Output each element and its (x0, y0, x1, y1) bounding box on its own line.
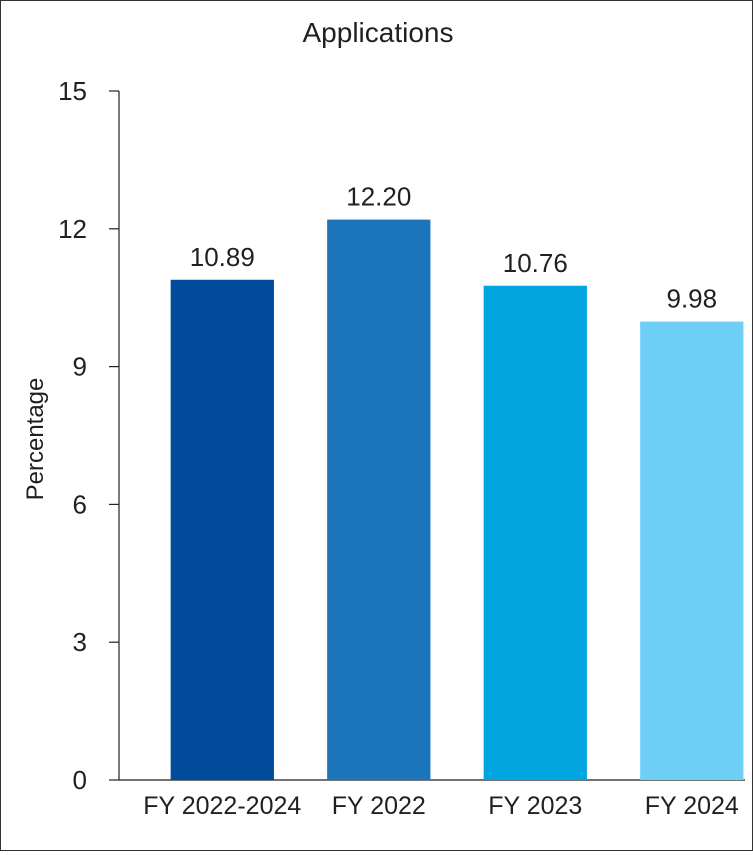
x-tick-label: FY 2022 (332, 792, 426, 820)
bar (640, 321, 744, 780)
x-tick-label: FY 2024 (645, 792, 739, 820)
y-tick-label: 12 (58, 214, 87, 244)
y-tick-label: 0 (73, 765, 87, 795)
bar (170, 279, 274, 780)
chart-title: Applications (303, 17, 454, 48)
y-tick-label: 3 (73, 627, 87, 657)
x-axis-tick-labels: FY 2022-2024 FY 2022 FY 2023 FY 2024 (143, 792, 739, 820)
bar (483, 285, 587, 780)
bar-value-label: 10.76 (503, 248, 568, 278)
bar-value-labels: 10.89 12.20 10.76 9.98 (190, 182, 717, 314)
bars (170, 219, 744, 780)
x-tick-label: FY 2022-2024 (143, 792, 301, 820)
bar-value-label: 10.89 (190, 242, 255, 272)
y-axis-ticks: 0 3 6 9 12 15 (58, 76, 119, 795)
bar-value-label: 9.98 (666, 284, 717, 314)
y-axis-label: Percentage (22, 378, 49, 501)
x-tick-label: FY 2023 (488, 792, 582, 820)
bar (327, 219, 431, 780)
y-tick-label: 9 (73, 352, 87, 382)
bar-value-label: 12.20 (346, 182, 411, 212)
y-tick-label: 6 (73, 489, 87, 519)
y-tick-label: 15 (58, 76, 87, 106)
